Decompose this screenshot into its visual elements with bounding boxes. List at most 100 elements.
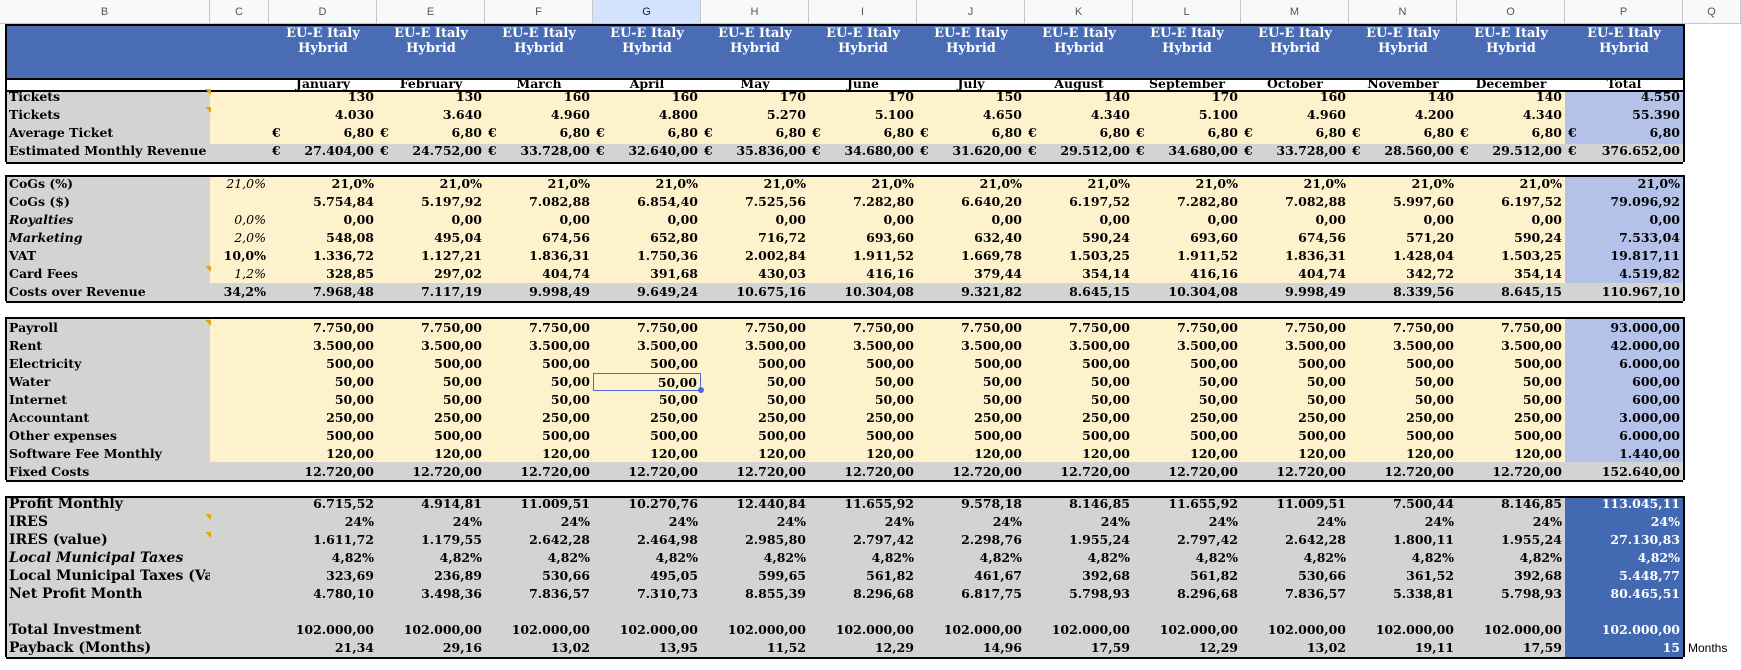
column-header-m[interactable]: M [1241,0,1349,24]
value-cell[interactable]: 15 [1662,640,1680,655]
value-cell[interactable]: 24% [992,514,1022,529]
value-cell[interactable]: 6.854,40 [637,194,698,209]
value-cell[interactable]: 21,0% [1519,176,1562,191]
value-cell[interactable]: 461,67 [974,568,1022,583]
value-cell[interactable]: 500,00 [1514,428,1562,443]
value-cell[interactable]: 361,52 [1406,568,1454,583]
value-cell[interactable]: 4,82% [1195,550,1238,565]
value-cell[interactable]: 50,00 [334,374,374,389]
value-cell[interactable]: 21,0% [331,176,374,191]
value-cell[interactable]: 342,72 [1406,266,1454,281]
selection-handle[interactable] [698,387,704,393]
value-cell[interactable]: 50,00 [1414,374,1454,389]
column-header-q[interactable]: Q [1683,0,1741,24]
value-cell[interactable]: 674,56 [542,230,590,245]
value-cell[interactable]: 102.000,00 [403,622,482,637]
value-cell[interactable]: €6,80 [1349,124,1457,142]
value-cell[interactable]: 5.754,84 [313,194,374,209]
value-cell[interactable]: 24% [1316,514,1346,529]
value-cell[interactable]: 0,00 [1099,212,1130,227]
value-cell[interactable]: 50,00 [1306,392,1346,407]
value-cell[interactable]: 102.000,00 [1483,622,1562,637]
value-cell[interactable]: 130 [455,89,482,104]
value-cell[interactable]: 5.997,60 [1393,194,1454,209]
value-cell[interactable]: 530,66 [1298,568,1346,583]
value-cell[interactable]: 150 [995,89,1022,104]
value-cell[interactable]: 21,0% [439,176,482,191]
value-cell[interactable]: 93.000,00 [1610,320,1680,335]
value-cell[interactable]: 500,00 [1514,356,1562,371]
value-cell[interactable]: 8.146,85 [1069,496,1130,511]
value-cell[interactable]: 21,0% [1303,176,1346,191]
value-cell[interactable]: 1.440,00 [1619,446,1680,461]
value-cell[interactable]: 7.282,80 [853,194,914,209]
value-cell[interactable]: 19.817,11 [1610,248,1680,263]
value-cell[interactable]: 21,0% [763,176,806,191]
value-cell[interactable]: 600,00 [1632,374,1680,389]
rate-cell[interactable]: 21,0% [226,176,266,191]
value-cell[interactable]: 500,00 [1406,428,1454,443]
value-cell[interactable]: 12.720,00 [952,464,1022,479]
value-cell[interactable]: 4,82% [1637,550,1680,565]
value-cell[interactable]: €6,80 [485,124,593,142]
value-cell[interactable]: 5.270 [766,107,806,122]
value-cell[interactable]: €31.620,00 [917,142,1025,160]
value-cell[interactable]: 120,00 [326,446,374,461]
value-cell[interactable]: 4.650 [982,107,1022,122]
value-cell[interactable]: 50,00 [766,392,806,407]
value-cell[interactable]: 12.720,00 [1168,464,1238,479]
value-cell[interactable]: 3.500,00 [853,338,914,353]
value-cell[interactable]: 120,00 [1190,446,1238,461]
value-cell[interactable]: 24% [884,514,914,529]
value-cell[interactable]: 170 [1211,89,1238,104]
value-cell[interactable]: 3.500,00 [1285,338,1346,353]
value-cell[interactable]: 12.720,00 [520,464,590,479]
value-cell[interactable]: 250,00 [758,410,806,425]
selected-cell[interactable]: 50,00 [593,373,701,391]
value-cell[interactable]: 500,00 [1082,356,1130,371]
value-cell[interactable]: 7.500,44 [1393,496,1454,511]
value-cell[interactable]: 250,00 [326,410,374,425]
value-cell[interactable]: 7.533,04 [1619,230,1680,245]
value-cell[interactable]: 354,14 [1082,266,1130,281]
value-cell[interactable]: 7.525,56 [745,194,806,209]
value-cell[interactable]: 7.750,00 [961,320,1022,335]
value-cell[interactable]: 110.967,10 [1601,284,1680,299]
value-cell[interactable]: €376.652,00 [1565,142,1683,160]
value-cell[interactable]: 430,03 [758,266,806,281]
value-cell[interactable]: 120,00 [1298,446,1346,461]
value-cell[interactable]: 1.336,72 [313,248,374,263]
value-cell[interactable]: 495,04 [434,230,482,245]
value-cell[interactable]: 102.000,00 [619,622,698,637]
value-cell[interactable]: 12.720,00 [412,464,482,479]
value-cell[interactable]: 571,20 [1406,230,1454,245]
value-cell[interactable]: 24% [1650,514,1680,529]
value-cell[interactable]: 404,74 [542,266,590,281]
value-cell[interactable]: 170 [887,89,914,104]
value-cell[interactable]: 21,0% [1637,176,1680,191]
value-cell[interactable]: 9.321,82 [961,284,1022,299]
column-header-g[interactable]: G [593,0,701,24]
value-cell[interactable]: 12.440,84 [736,496,806,511]
value-cell[interactable]: 8.645,15 [1069,284,1130,299]
value-cell[interactable]: 3.500,00 [1393,338,1454,353]
value-cell[interactable]: 10.270,76 [628,496,698,511]
value-cell[interactable]: 2.642,28 [529,532,590,547]
value-cell[interactable]: 7.750,00 [529,320,590,335]
value-cell[interactable]: 500,00 [542,356,590,371]
value-cell[interactable]: €6,80 [1565,124,1683,142]
value-cell[interactable]: €29.512,00 [1457,142,1565,160]
value-cell[interactable]: 2.298,76 [961,532,1022,547]
value-cell[interactable]: 0,00 [883,212,914,227]
value-cell[interactable]: 120,00 [650,446,698,461]
value-cell[interactable]: 102.000,00 [943,622,1022,637]
value-cell[interactable]: 674,56 [1298,230,1346,245]
value-cell[interactable]: 12.720,00 [628,464,698,479]
value-cell[interactable]: 5.448,77 [1619,568,1680,583]
value-cell[interactable]: 21,34 [334,640,374,655]
column-header-j[interactable]: J [917,0,1025,24]
value-cell[interactable]: 102.000,00 [1375,622,1454,637]
value-cell[interactable]: 9.998,49 [529,284,590,299]
value-cell[interactable]: 3.640 [442,107,482,122]
value-cell[interactable]: 13,95 [658,640,698,655]
